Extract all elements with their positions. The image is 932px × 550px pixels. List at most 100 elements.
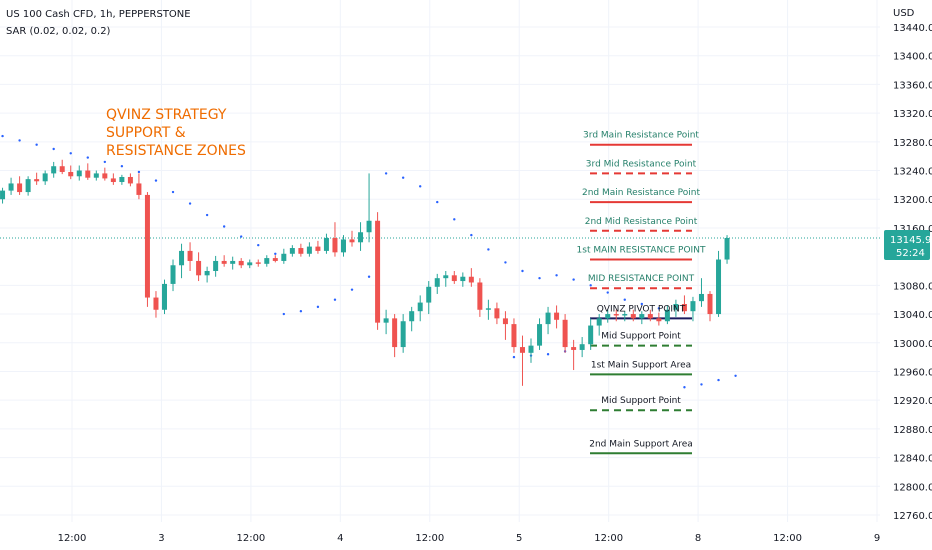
candle-body[interactable]	[68, 171, 74, 177]
candle-body[interactable]	[375, 220, 381, 323]
x-axis[interactable]: 12:00 3 12:00 4 12:00 5 12:00 8 12:00 9	[58, 533, 881, 544]
candle-body[interactable]	[144, 194, 150, 298]
candle-body[interactable]	[434, 278, 440, 287]
candle-body[interactable]	[93, 173, 99, 178]
candle-body[interactable]	[724, 237, 730, 260]
sar-dot	[1, 134, 4, 138]
sar-dot	[188, 202, 192, 205]
candle-body[interactable]	[656, 318, 662, 322]
candle-body[interactable]	[17, 183, 23, 193]
level-label: MID RESISTANCE POINT	[588, 274, 695, 284]
candle-body[interactable]	[392, 318, 398, 348]
candle-body[interactable]	[196, 260, 202, 276]
candle-body[interactable]	[596, 318, 602, 326]
candle-body[interactable]	[127, 176, 133, 184]
candle-body[interactable]	[468, 276, 474, 283]
candle-body[interactable]	[537, 324, 543, 346]
candle-body[interactable]	[417, 302, 423, 312]
candle-body[interactable]	[272, 258, 278, 261]
candle-body[interactable]	[238, 260, 244, 266]
x-tick-label: 4	[337, 533, 343, 544]
candle-body[interactable]	[451, 275, 457, 282]
candle-body[interactable]	[605, 314, 611, 319]
candle-body[interactable]	[51, 166, 57, 174]
candle-body[interactable]	[707, 293, 713, 315]
candle-body[interactable]	[519, 347, 525, 353]
candle-body[interactable]	[460, 276, 466, 282]
candle-body[interactable]	[204, 271, 210, 276]
candle-body[interactable]	[562, 319, 568, 348]
candle-body[interactable]	[409, 311, 415, 322]
candle-body[interactable]	[554, 312, 560, 320]
candle-body[interactable]	[306, 246, 312, 254]
candle-body[interactable]	[8, 183, 14, 191]
candle-body[interactable]	[102, 173, 108, 179]
sar-dot	[546, 353, 550, 356]
candle-body[interactable]	[42, 173, 48, 182]
candle-body[interactable]	[690, 301, 696, 312]
candle-body[interactable]	[230, 260, 236, 264]
candle-body[interactable]	[545, 312, 551, 325]
sar-dot	[487, 248, 490, 251]
candle-body[interactable]	[289, 248, 295, 254]
candle-body[interactable]	[340, 239, 346, 253]
candle-body[interactable]	[698, 293, 704, 302]
candle-body[interactable]	[298, 248, 304, 254]
candle-body[interactable]	[153, 297, 159, 310]
candle-body[interactable]	[179, 250, 185, 266]
candle-body[interactable]	[426, 286, 432, 303]
candle-body[interactable]	[332, 237, 338, 253]
candle-body[interactable]	[76, 170, 82, 177]
candle-body[interactable]	[161, 283, 167, 310]
candle-body[interactable]	[187, 250, 193, 261]
candle-body[interactable]	[571, 347, 577, 350]
candle-body[interactable]	[647, 314, 653, 319]
candle-body[interactable]	[358, 232, 364, 243]
candle-body[interactable]	[383, 318, 389, 323]
candle-body[interactable]	[443, 275, 449, 279]
candle-body[interactable]	[400, 321, 406, 348]
candle-body[interactable]	[247, 262, 253, 266]
candle-body[interactable]	[664, 309, 670, 322]
candle-body[interactable]	[477, 282, 483, 310]
candle-body[interactable]	[34, 179, 40, 182]
candle-body[interactable]	[59, 166, 65, 172]
candle-body[interactable]	[315, 246, 321, 251]
candle-body[interactable]	[502, 318, 508, 325]
candle-body[interactable]	[579, 344, 585, 350]
candle-body[interactable]	[673, 304, 679, 310]
candle-body[interactable]	[630, 314, 636, 319]
candle-body[interactable]	[613, 314, 619, 316]
candle-body[interactable]	[136, 183, 142, 195]
candle-body[interactable]	[639, 314, 645, 319]
candle-body[interactable]	[213, 260, 219, 271]
x-tick-label: 12:00	[415, 533, 444, 544]
candle-body[interactable]	[588, 325, 594, 345]
candle-body[interactable]	[349, 239, 355, 243]
candle-body[interactable]	[528, 345, 534, 353]
candle-body[interactable]	[264, 258, 270, 264]
candle-body[interactable]	[170, 265, 176, 284]
candle-body[interactable]	[366, 220, 372, 233]
candle-body[interactable]	[221, 260, 227, 264]
candle-body[interactable]	[485, 308, 491, 310]
candle-body[interactable]	[119, 176, 125, 183]
candle-body[interactable]	[622, 314, 628, 316]
candle-body[interactable]	[85, 170, 91, 178]
last-price-countdown: 52:24	[896, 248, 925, 259]
candle-body[interactable]	[255, 262, 261, 264]
y-axis[interactable]: 13440.0 13400.0 13360.0 13320.0 13280.0 13240…	[893, 23, 932, 522]
candle-body[interactable]	[0, 190, 6, 200]
candle-body[interactable]	[681, 304, 687, 312]
candle-body[interactable]	[25, 179, 31, 193]
sar-dot	[69, 152, 72, 155]
candle-body[interactable]	[494, 308, 500, 319]
y-tick-label: 12840.0	[893, 454, 932, 465]
candle-body[interactable]	[110, 178, 116, 183]
candle-body[interactable]	[281, 253, 287, 261]
candle-body[interactable]	[323, 237, 329, 251]
candle-body[interactable]	[716, 259, 722, 315]
candle-body[interactable]	[511, 324, 517, 348]
candles[interactable]	[0, 159, 730, 386]
